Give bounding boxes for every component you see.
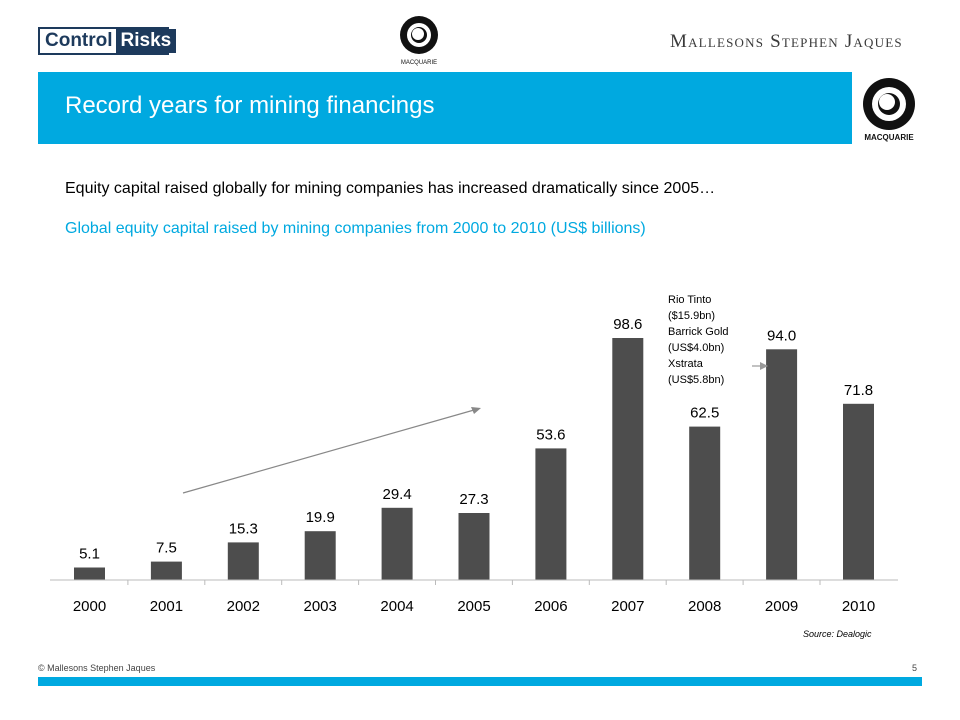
title-bar <box>38 72 852 144</box>
value-label-2009: 94.0 <box>767 327 796 344</box>
annotation-2007-deals: Rio Tinto ($15.9bn) Barrick Gold (US$4.0… <box>668 292 758 388</box>
macquarie-logo-top: MACQUARIE <box>394 14 444 66</box>
value-label-2000: 5.1 <box>79 546 100 563</box>
bar-2007 <box>612 338 644 580</box>
value-label-2008: 62.5 <box>690 405 719 422</box>
annotation-line: Xstrata <box>668 358 703 370</box>
value-label-2005: 27.3 <box>459 491 488 508</box>
source-note: Source: Dealogic <box>803 629 872 639</box>
x-tick-label-2000: 2000 <box>73 598 106 615</box>
x-tick-label-2009: 2009 <box>765 598 798 615</box>
x-tick-label-2010: 2010 <box>842 598 875 615</box>
bar-2001 <box>150 561 182 580</box>
x-tick-label-2007: 2007 <box>611 598 644 615</box>
mallesons-logo: Mallesons Stephen Jaques <box>670 31 903 52</box>
bar-2010 <box>843 403 874 580</box>
bar-2009 <box>766 349 798 580</box>
macquarie-top-label: MACQUARIE <box>401 60 437 66</box>
bar-2002 <box>227 542 259 580</box>
x-tick-label-2003: 2003 <box>304 598 337 615</box>
x-tick-label-2002: 2002 <box>227 598 260 615</box>
x-tick-label-2004: 2004 <box>380 598 413 615</box>
chart-title: Global equity capital raised by mining c… <box>65 220 646 237</box>
x-tick-label-2005: 2005 <box>457 598 490 615</box>
page-number: 5 <box>912 663 918 673</box>
callout-arrow <box>752 362 768 370</box>
value-label-2004: 29.4 <box>382 486 411 503</box>
value-label-2007: 98.6 <box>613 316 642 333</box>
bar-2003 <box>304 531 336 580</box>
control-risks-logo: Control Risks <box>38 27 177 55</box>
bar-2004 <box>381 507 413 580</box>
bar-2000 <box>74 567 105 580</box>
x-tick-label-2001: 2001 <box>150 598 183 615</box>
macquarie-box-label: MACQUARIE <box>864 133 914 142</box>
bar-2008 <box>689 426 721 580</box>
logo-text-risks: Risks <box>115 29 177 53</box>
annotation-line: Barrick Gold <box>668 326 729 338</box>
lead-text: Equity capital raised globally for minin… <box>65 180 716 197</box>
bar-2006 <box>535 448 567 580</box>
x-tick-label-2008: 2008 <box>688 598 721 615</box>
annotation-line: (US$4.0bn) <box>668 342 725 354</box>
footer-bar <box>38 677 922 686</box>
value-label-2010: 71.8 <box>844 382 873 399</box>
annotation-line: (US$5.8bn) <box>668 374 725 386</box>
value-label-2001: 7.5 <box>156 540 177 557</box>
bar-2005 <box>458 513 490 580</box>
annotation-line: Rio Tinto <box>668 294 712 306</box>
value-label-2003: 19.9 <box>306 509 335 526</box>
trend-arrow <box>182 407 481 494</box>
page-title: Record years for mining financings <box>65 92 435 119</box>
macquarie-logo-box: MACQUARIE <box>856 72 922 144</box>
annotation-line: ($15.9bn) <box>668 310 716 322</box>
value-label-2006: 53.6 <box>536 426 565 443</box>
footer-copyright: © Mallesons Stephen Jaques <box>38 663 156 673</box>
logo-text-control: Control <box>45 30 113 51</box>
value-label-2002: 15.3 <box>229 520 258 537</box>
x-tick-label-2006: 2006 <box>534 598 567 615</box>
